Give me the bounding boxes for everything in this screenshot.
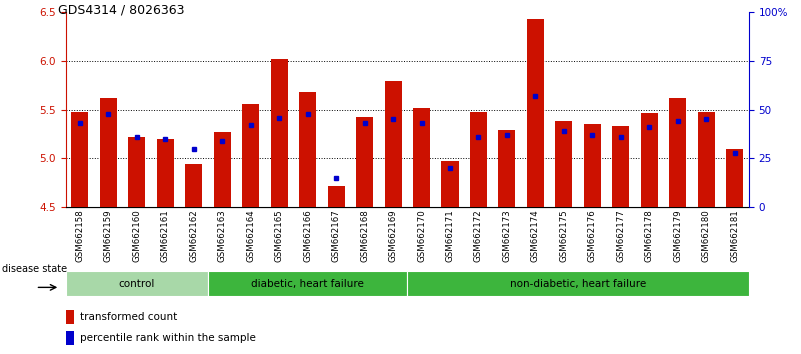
Text: GSM662166: GSM662166 (303, 209, 312, 262)
Text: diabetic, heart failure: diabetic, heart failure (252, 279, 364, 289)
Bar (214, 132, 231, 207)
Bar (727, 149, 743, 207)
Bar (100, 98, 117, 207)
Bar (71, 112, 88, 207)
Bar (612, 126, 630, 207)
Bar (408, 271, 749, 296)
Text: GSM662158: GSM662158 (75, 209, 84, 262)
Text: GSM662168: GSM662168 (360, 209, 369, 262)
Bar (185, 164, 203, 207)
Bar (470, 112, 487, 207)
Text: disease state: disease state (2, 264, 66, 274)
Text: control: control (119, 279, 155, 289)
Text: GSM662167: GSM662167 (332, 209, 340, 262)
Text: GSM662165: GSM662165 (275, 209, 284, 262)
Text: GSM662169: GSM662169 (388, 209, 397, 262)
Text: GSM662171: GSM662171 (445, 209, 454, 262)
Bar (555, 121, 573, 207)
Bar (669, 98, 686, 207)
Bar (328, 186, 344, 207)
Bar (66, 331, 74, 345)
Text: GSM662160: GSM662160 (132, 209, 141, 262)
Bar (641, 113, 658, 207)
Bar (527, 19, 544, 207)
Text: non-diabetic, heart failure: non-diabetic, heart failure (510, 279, 646, 289)
Bar (128, 137, 146, 207)
Text: GSM662170: GSM662170 (417, 209, 426, 262)
Text: GSM662162: GSM662162 (189, 209, 199, 262)
Text: GSM662161: GSM662161 (161, 209, 170, 262)
Text: GDS4314 / 8026363: GDS4314 / 8026363 (58, 4, 184, 17)
Bar (356, 116, 373, 207)
Bar (498, 130, 516, 207)
Text: GSM662175: GSM662175 (559, 209, 569, 262)
Text: GSM662163: GSM662163 (218, 209, 227, 262)
Text: GSM662172: GSM662172 (474, 209, 483, 262)
Bar (157, 139, 174, 207)
Bar (413, 108, 430, 207)
Text: GSM662178: GSM662178 (645, 209, 654, 262)
Bar (271, 59, 288, 207)
Text: GSM662164: GSM662164 (246, 209, 256, 262)
Bar (242, 104, 260, 207)
Text: GSM662179: GSM662179 (674, 209, 682, 262)
Bar (299, 92, 316, 207)
Text: GSM662159: GSM662159 (104, 209, 113, 262)
Text: GSM662173: GSM662173 (502, 209, 512, 262)
Text: transformed count: transformed count (80, 312, 177, 322)
Bar (66, 310, 74, 324)
Text: GSM662177: GSM662177 (616, 209, 626, 262)
Text: GSM662180: GSM662180 (702, 209, 710, 262)
Bar (698, 112, 714, 207)
Text: GSM662181: GSM662181 (731, 209, 739, 262)
Text: percentile rank within the sample: percentile rank within the sample (80, 333, 256, 343)
Bar (66, 271, 208, 296)
Bar (208, 271, 408, 296)
Bar (384, 81, 401, 207)
Text: GSM662174: GSM662174 (531, 209, 540, 262)
Bar (584, 124, 601, 207)
Bar (441, 161, 458, 207)
Text: GSM662176: GSM662176 (588, 209, 597, 262)
